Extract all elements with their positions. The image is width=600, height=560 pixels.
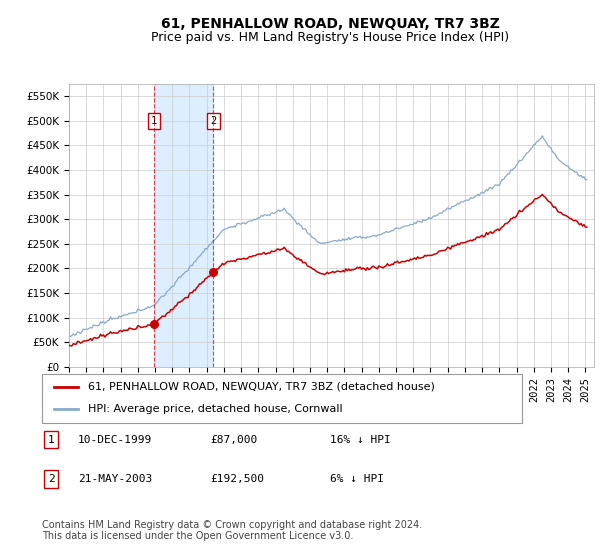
Text: HPI: Average price, detached house, Cornwall: HPI: Average price, detached house, Corn… — [88, 404, 342, 414]
Bar — [154, 84, 214, 367]
Text: 10-DEC-1999: 10-DEC-1999 — [78, 435, 152, 445]
Text: Contains HM Land Registry data © Crown copyright and database right 2024.
This d: Contains HM Land Registry data © Crown c… — [42, 520, 422, 542]
Text: 16% ↓ HPI: 16% ↓ HPI — [330, 435, 391, 445]
Text: 2: 2 — [210, 116, 217, 126]
Text: 61, PENHALLOW ROAD, NEWQUAY, TR7 3BZ: 61, PENHALLOW ROAD, NEWQUAY, TR7 3BZ — [161, 17, 499, 31]
Text: 2: 2 — [47, 474, 55, 484]
Text: 1: 1 — [47, 435, 55, 445]
Text: Price paid vs. HM Land Registry's House Price Index (HPI): Price paid vs. HM Land Registry's House … — [151, 31, 509, 44]
Text: £192,500: £192,500 — [210, 474, 264, 484]
FancyBboxPatch shape — [42, 374, 522, 423]
Text: £87,000: £87,000 — [210, 435, 257, 445]
Text: 6% ↓ HPI: 6% ↓ HPI — [330, 474, 384, 484]
Text: 1: 1 — [151, 116, 157, 126]
Text: 21-MAY-2003: 21-MAY-2003 — [78, 474, 152, 484]
Text: 61, PENHALLOW ROAD, NEWQUAY, TR7 3BZ (detached house): 61, PENHALLOW ROAD, NEWQUAY, TR7 3BZ (de… — [88, 382, 434, 392]
